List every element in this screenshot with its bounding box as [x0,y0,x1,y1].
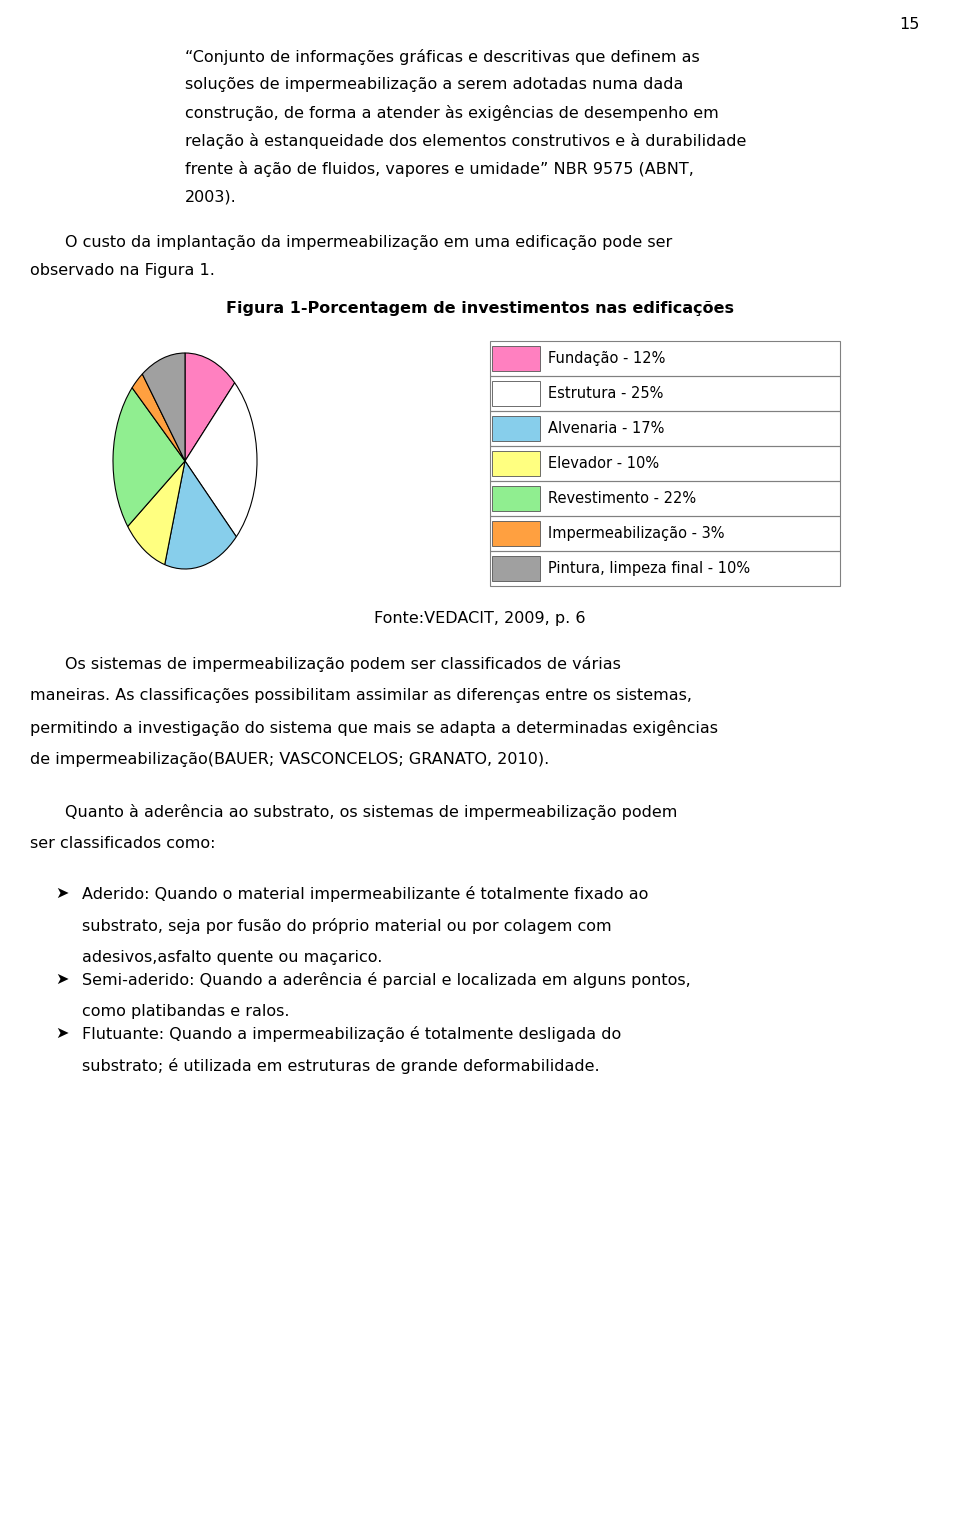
Wedge shape [185,353,234,461]
Wedge shape [132,374,185,461]
Text: construção, de forma a atender às exigências de desempenho em: construção, de forma a atender às exigên… [185,105,719,121]
Wedge shape [185,383,257,538]
Bar [492,347,540,371]
Text: 15: 15 [900,17,920,32]
Text: relação à estanqueidade dos elementos construtivos e à durabilidade: relação à estanqueidade dos elementos co… [185,133,746,150]
Bar [492,382,540,406]
Text: Fonte:VEDACIT, 2009, p. 6: Fonte:VEDACIT, 2009, p. 6 [374,611,586,626]
Text: Aderido: Quando o material impermeabilizante é totalmente fixado ao: Aderido: Quando o material impermeabiliz… [82,886,648,902]
Text: observado na Figura 1.: observado na Figura 1. [30,263,215,278]
Bar [490,341,840,376]
Text: Revestimento - 22%: Revestimento - 22% [548,492,696,505]
Text: Figura 1-Porcentagem de investimentos nas edificações: Figura 1-Porcentagem de investimentos na… [226,301,734,316]
Text: Estrutura - 25%: Estrutura - 25% [548,386,663,402]
Text: 2003).: 2003). [185,189,237,205]
Text: Os sistemas de impermeabilização podem ser classificados de várias: Os sistemas de impermeabilização podem s… [65,657,621,672]
Bar [492,452,540,476]
Text: substrato, seja por fusão do próprio material ou por colagem com: substrato, seja por fusão do próprio mat… [82,918,612,935]
Text: ➤: ➤ [55,886,68,901]
Text: de impermeabilização(BAUER; VASCONCELOS; GRANATO, 2010).: de impermeabilização(BAUER; VASCONCELOS;… [30,751,549,767]
Bar [490,411,840,446]
Text: como platibandas e ralos.: como platibandas e ralos. [82,1003,290,1019]
Bar [492,521,540,545]
Text: soluções de impermeabilização a serem adotadas numa dada: soluções de impermeabilização a serem ad… [185,76,684,92]
Bar [490,376,840,411]
Bar [492,486,540,510]
Wedge shape [142,353,185,461]
Bar [490,516,840,551]
Text: Fundação - 12%: Fundação - 12% [548,351,665,366]
Text: Impermeabilização - 3%: Impermeabilização - 3% [548,525,725,541]
Text: maneiras. As classificações possibilitam assimilar as diferenças entre os sistem: maneiras. As classificações possibilitam… [30,689,692,702]
Text: ➤: ➤ [55,1026,68,1041]
Bar [490,551,840,586]
Wedge shape [113,388,185,527]
Bar [492,556,540,580]
Text: Semi-aderido: Quando a aderência é parcial e localizada em alguns pontos,: Semi-aderido: Quando a aderência é parci… [82,973,691,988]
Bar [492,417,540,441]
Text: Flutuante: Quando a impermeabilização é totalmente desligada do: Flutuante: Quando a impermeabilização é … [82,1026,621,1041]
Text: substrato; é utilizada em estruturas de grande deformabilidade.: substrato; é utilizada em estruturas de … [82,1058,600,1073]
Text: ➤: ➤ [55,973,68,986]
Text: Quanto à aderência ao substrato, os sistemas de impermeabilização podem: Quanto à aderência ao substrato, os sist… [65,805,678,820]
Text: O custo da implantação da impermeabilização em uma edificação pode ser: O custo da implantação da impermeabiliza… [65,235,672,250]
Wedge shape [165,461,236,570]
Wedge shape [128,461,185,565]
Text: Alvenaria - 17%: Alvenaria - 17% [548,421,664,437]
Text: Pintura, limpeza final - 10%: Pintura, limpeza final - 10% [548,560,750,576]
Text: “Conjunto de informações gráficas e descritivas que definem as: “Conjunto de informações gráficas e desc… [185,49,700,66]
Text: permitindo a investigação do sistema que mais se adapta a determinadas exigência: permitindo a investigação do sistema que… [30,721,718,736]
Text: Elevador - 10%: Elevador - 10% [548,457,660,470]
Text: adesivos,asfalto quente ou maçarico.: adesivos,asfalto quente ou maçarico. [82,950,382,965]
Text: frente à ação de fluidos, vapores e umidade” NBR 9575 (ABNT,: frente à ação de fluidos, vapores e umid… [185,160,694,177]
Bar [490,446,840,481]
Text: ser classificados como:: ser classificados como: [30,835,215,851]
Bar [490,481,840,516]
